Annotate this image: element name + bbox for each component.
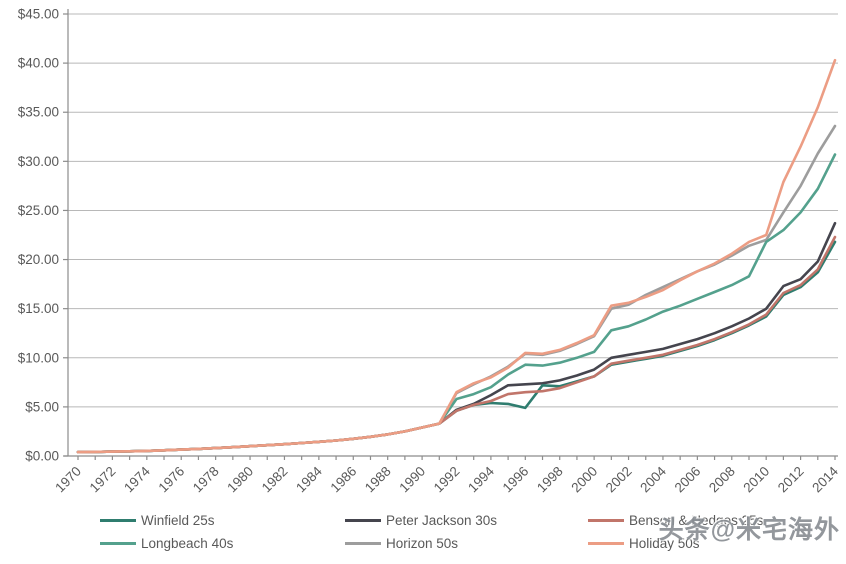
svg-text:2002: 2002 — [603, 464, 635, 496]
watermark: 头条@米宅海外 — [658, 516, 840, 544]
svg-text:1974: 1974 — [121, 463, 153, 495]
legend-item-benson-hedges-25s: Benson & Hedges 25s — [588, 512, 840, 528]
legend-item-peter-jackson-30s: Peter Jackson 30s — [345, 512, 588, 528]
axes — [63, 9, 838, 460]
legend-line-swatch — [345, 518, 381, 522]
svg-text:1998: 1998 — [534, 464, 566, 496]
legend-line-swatch — [588, 518, 624, 522]
series-line-benson-hedges-25s — [76, 235, 837, 454]
price-line-chart: $0.00 $5.00 $10.00 $15.00 $20.00 $25.00 $30.00… — [18, 7, 842, 496]
legend-label: Benson & Hedges 25s — [629, 512, 764, 528]
svg-text:1978: 1978 — [190, 464, 222, 496]
x-axis-labels: 1970 1972 1974 1976 1978 1980 1982 1984 1986 1988… — [52, 463, 841, 495]
svg-text:$45.00: $45.00 — [18, 7, 59, 22]
series-line-winfield-25s — [76, 240, 837, 454]
legend-label: Winfield 25s — [141, 512, 215, 528]
svg-text:1984: 1984 — [293, 463, 325, 495]
svg-text:$0.00: $0.00 — [25, 449, 59, 464]
legend-item-horizon-50s: Horizon 50s — [345, 535, 588, 551]
svg-text:$25.00: $25.00 — [18, 203, 59, 218]
svg-text:2008: 2008 — [706, 464, 738, 496]
gridlines — [68, 13, 838, 408]
legend-item-longbeach-40s: Longbeach 40s — [100, 535, 345, 551]
svg-text:1996: 1996 — [500, 464, 532, 496]
legend-item-winfield-25s: Winfield 25s — [100, 512, 345, 528]
svg-text:1976: 1976 — [155, 464, 187, 496]
svg-text:1980: 1980 — [224, 464, 256, 496]
svg-text:1990: 1990 — [396, 464, 428, 496]
legend-label: Longbeach 40s — [141, 535, 234, 551]
legend-label: Horizon 50s — [386, 535, 459, 551]
svg-text:1972: 1972 — [87, 464, 119, 496]
svg-text:1970: 1970 — [52, 464, 84, 496]
legend-line-swatch — [100, 518, 136, 522]
svg-text:1988: 1988 — [362, 464, 394, 496]
svg-text:1992: 1992 — [431, 464, 463, 496]
svg-text:1982: 1982 — [259, 464, 291, 496]
legend-line-swatch — [345, 541, 381, 545]
series-line-holiday-50s — [76, 58, 837, 454]
legend-item-holiday-50s: Holiday 50s — [588, 535, 840, 551]
legend-line-swatch — [100, 541, 136, 545]
series-line-longbeach-40s — [76, 153, 837, 454]
legend-line-swatch — [588, 541, 624, 545]
svg-text:$40.00: $40.00 — [18, 56, 59, 71]
svg-text:$5.00: $5.00 — [25, 399, 59, 414]
svg-text:2010: 2010 — [740, 464, 772, 496]
svg-text:2004: 2004 — [637, 463, 669, 495]
chart-legend: Winfield 25s Peter Jackson 30s Benson & He… — [100, 512, 840, 551]
svg-text:1994: 1994 — [465, 463, 497, 495]
svg-text:2006: 2006 — [672, 464, 704, 496]
svg-text:1986: 1986 — [328, 464, 360, 496]
svg-text:$10.00: $10.00 — [18, 350, 59, 365]
svg-text:$15.00: $15.00 — [18, 301, 59, 316]
svg-text:$30.00: $30.00 — [18, 154, 59, 169]
svg-text:$35.00: $35.00 — [18, 105, 59, 120]
svg-text:2012: 2012 — [775, 464, 807, 496]
legend-label: Holiday 50s — [629, 535, 700, 551]
y-axis-labels: $0.00 $5.00 $10.00 $15.00 $20.00 $25.00 $30.00… — [18, 7, 59, 464]
svg-text:$20.00: $20.00 — [18, 252, 59, 267]
svg-text:2000: 2000 — [568, 464, 600, 496]
legend-label: Peter Jackson 30s — [386, 512, 498, 528]
svg-text:2014: 2014 — [809, 463, 841, 495]
series-lines — [76, 58, 837, 454]
